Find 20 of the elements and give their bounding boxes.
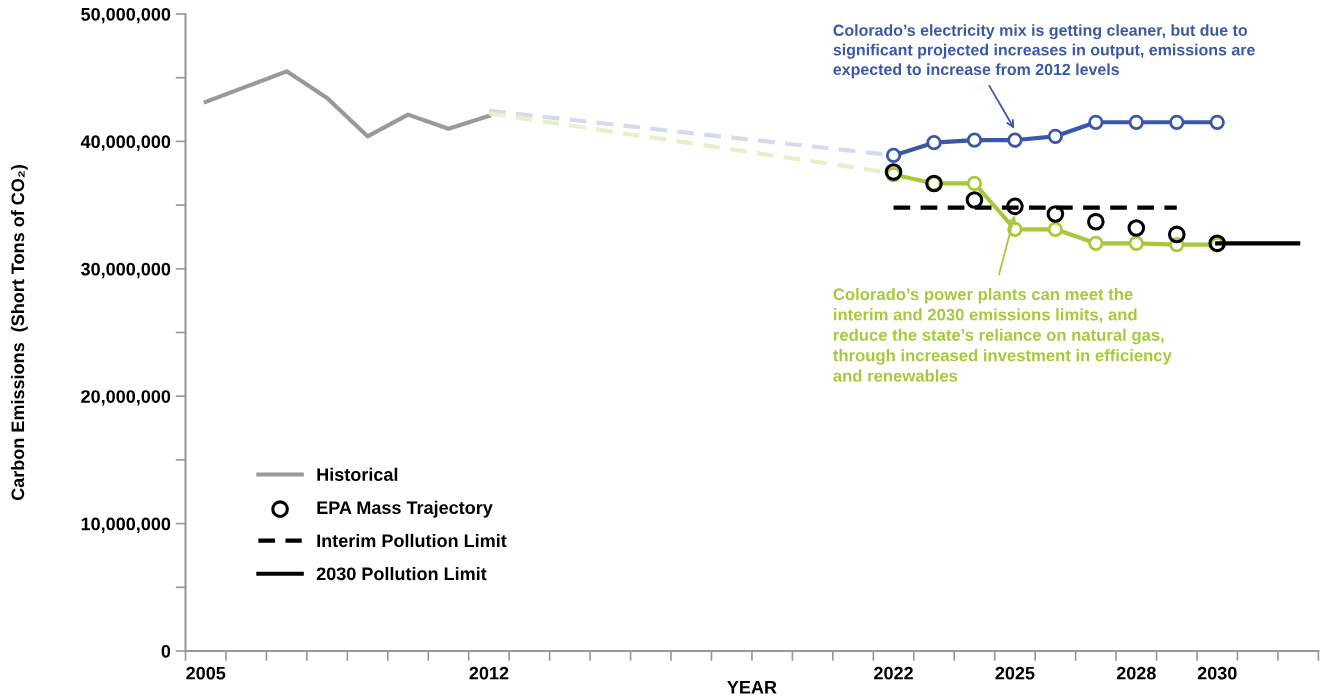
y-tick-label: 10,000,000 (81, 517, 171, 533)
y-tick-label: 40,000,000 (80, 135, 171, 151)
x-tick-label: 2022 (874, 666, 913, 680)
annotation: Colorado’s power plants can meet the interim and 2030 emissions limits, and reduce the state’s reliance on natural gas, through increased investment in efficiency and renewables (833, 287, 1172, 382)
legend-label: Interim Pollution Limit (317, 533, 507, 548)
annotation: Colorado’s electricity mix is getting cleaner, but due to significant projected increases in output, emissions are expected to increase from 2012 levels (833, 24, 1255, 79)
x-tick-label: 2012 (469, 666, 509, 680)
y-tick-label: 50,000,000 (81, 7, 171, 24)
legend-label: EPA Mass Trajectory (317, 500, 493, 518)
x-tick-label: 2030 (1197, 666, 1237, 680)
legend-label: Historical (317, 467, 398, 481)
y-tick-label: 20,000,000 (81, 390, 171, 406)
x-tick-label: 2005 (186, 666, 226, 680)
y-tick-label: 0 (161, 644, 171, 658)
legend-label: 2030 Pollution Limit (316, 566, 487, 581)
y-axis-title: Carbon Emissions (Short Tons of CO₂) (10, 165, 28, 501)
y-tick-label: 30,000,000 (80, 262, 171, 279)
x-axis-title: YEAR (727, 680, 777, 694)
x-tick-label: 2028 (1116, 666, 1156, 680)
x-tick-label: 2025 (995, 666, 1035, 680)
